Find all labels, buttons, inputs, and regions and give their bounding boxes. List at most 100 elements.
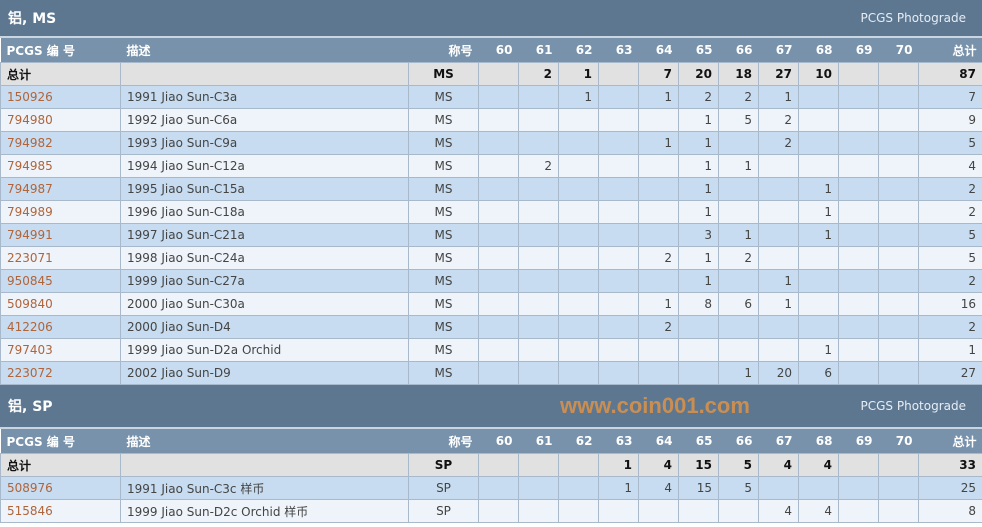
header-grade-62[interactable]: 62 [558,38,599,63]
header-grade-61[interactable]: 61 [518,38,559,63]
grade-count-cell [598,200,639,224]
grade-count-cell [598,269,639,293]
row-total-cell: 2 [918,177,982,201]
grade-count-cell [478,292,519,316]
grade-count-cell: 2 [518,154,559,178]
grade-count-cell [518,108,559,132]
header-grade-67[interactable]: 67 [758,38,799,63]
header-grade-69[interactable]: 69 [838,429,879,454]
pcgs-number-link[interactable]: 223072 [7,366,53,380]
table-row: 508976 1991 Jiao Sun-C3c 样币 SP 1 4 15 5 25 [0,476,982,500]
header-description[interactable]: 描述 [120,429,409,454]
pcgs-number-link[interactable]: 509840 [7,297,53,311]
grade-count-cell [878,315,919,339]
grade-count-cell [838,476,879,500]
header-designation[interactable]: 称号 [408,38,479,63]
pcgs-number-cell: 794989 [0,200,121,224]
grade-count-cell: 2 [678,85,719,109]
grade-count-cell [638,200,679,224]
header-grade-66[interactable]: 66 [718,38,759,63]
watermark: www.coin001.com [560,393,750,418]
pcgs-number-link[interactable]: 794982 [7,136,53,150]
header-grade-64[interactable]: 64 [638,429,679,454]
header-grade-69[interactable]: 69 [838,38,879,63]
pcgs-number-link[interactable]: 150926 [7,90,53,104]
photograde-link[interactable]: PCGS Photograde [860,11,966,25]
table-row: 950845 1999 Jiao Sun-C27a MS 1 1 2 [0,269,982,293]
header-grade-70[interactable]: 70 [878,429,919,454]
header-grade-62[interactable]: 62 [558,429,599,454]
header-grade-60[interactable]: 60 [478,429,519,454]
grade-count-cell [798,315,839,339]
grade-count-cell [838,361,879,385]
total-grade-cell [518,453,559,477]
designation-cell: MS [408,200,479,224]
pcgs-number-link[interactable]: 412206 [7,320,53,334]
photograde-link[interactable]: PCGS Photograde [860,399,966,413]
header-pcgs-number[interactable]: PCGS 编 号 [0,38,121,63]
total-grade-cell: 20 [678,62,719,86]
total-grade-cell [878,453,919,477]
designation-cell: MS [408,131,479,155]
header-grade-61[interactable]: 61 [518,429,559,454]
grade-count-cell [678,361,719,385]
row-total-cell: 2 [918,200,982,224]
pcgs-number-cell: 223071 [0,246,121,270]
grade-count-cell [758,200,799,224]
header-grade-67[interactable]: 67 [758,429,799,454]
grade-count-cell: 2 [758,131,799,155]
row-total-cell: 27 [918,361,982,385]
grade-count-cell: 1 [638,85,679,109]
pcgs-number-cell: 515846 [0,499,121,523]
header-designation[interactable]: 称号 [408,429,479,454]
total-grade-cell [838,62,879,86]
grade-count-cell [518,476,559,500]
grade-count-cell [598,85,639,109]
header-total[interactable]: 总计 [918,429,982,454]
header-grade-63[interactable]: 63 [598,429,639,454]
header-grade-65[interactable]: 65 [678,429,719,454]
grade-count-cell [638,154,679,178]
header-grade-68[interactable]: 68 [798,429,839,454]
header-grade-63[interactable]: 63 [598,38,639,63]
grade-count-cell [878,200,919,224]
grade-count-cell [718,315,759,339]
grade-count-cell: 1 [678,269,719,293]
pcgs-number-link[interactable]: 223071 [7,251,53,265]
pcgs-number-link[interactable]: 794991 [7,228,53,242]
header-grade-66[interactable]: 66 [718,429,759,454]
pcgs-number-link[interactable]: 794989 [7,205,53,219]
grade-count-cell: 6 [798,361,839,385]
pcgs-number-link[interactable]: 950845 [7,274,53,288]
header-total[interactable]: 总计 [918,38,982,63]
description-cell: 1994 Jiao Sun-C12a [120,154,409,178]
grade-count-cell [558,361,599,385]
grade-count-cell [638,499,679,523]
header-description[interactable]: 描述 [120,38,409,63]
pcgs-number-link[interactable]: 515846 [7,504,53,518]
grade-count-cell [478,315,519,339]
pcgs-number-link[interactable]: 794985 [7,159,53,173]
header-grade-60[interactable]: 60 [478,38,519,63]
grade-count-cell [598,154,639,178]
pcgs-number-link[interactable]: 794987 [7,182,53,196]
header-grade-70[interactable]: 70 [878,38,919,63]
pcgs-number-link[interactable]: 794980 [7,113,53,127]
header-grade-64[interactable]: 64 [638,38,679,63]
population-table: PCGS 编 号描述 称号 60 61 62 63 64 65 66 67 68 69 70 总计 总计 SP… [0,429,982,523]
grade-count-cell [598,131,639,155]
header-pcgs-number[interactable]: PCGS 编 号 [0,429,121,454]
total-count: 87 [918,62,982,86]
description-cell: 2000 Jiao Sun-D4 [120,315,409,339]
pcgs-number-link[interactable]: 508976 [7,481,53,495]
grade-count-cell [518,85,559,109]
grade-count-cell: 2 [638,246,679,270]
population-table: PCGS 编 号描述 称号 60 61 62 63 64 65 66 67 68 69 70 总计 总计 MS… [0,38,982,385]
pcgs-number-cell: 794985 [0,154,121,178]
header-grade-65[interactable]: 65 [678,38,719,63]
header-grade-68[interactable]: 68 [798,38,839,63]
grade-count-cell [758,246,799,270]
grade-count-cell: 6 [718,292,759,316]
total-grade-cell [598,62,639,86]
pcgs-number-link[interactable]: 797403 [7,343,53,357]
